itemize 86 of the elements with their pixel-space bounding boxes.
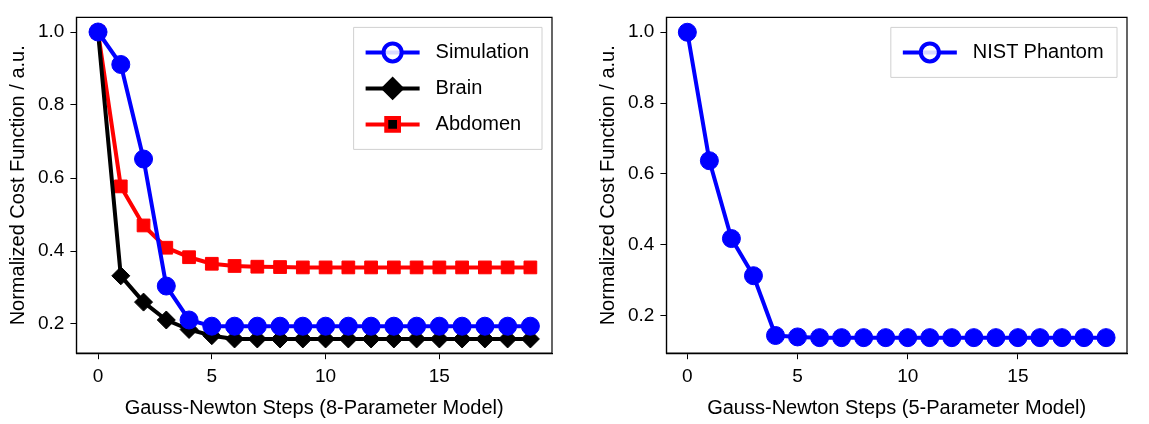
point bbox=[523, 260, 538, 275]
point bbox=[500, 260, 515, 275]
y-tick-label: 0.6 bbox=[37, 166, 65, 188]
point bbox=[898, 328, 918, 348]
point bbox=[452, 316, 472, 336]
y-tick-label: 0.6 bbox=[627, 162, 655, 184]
legend-label: Brain bbox=[435, 75, 483, 98]
point bbox=[338, 316, 358, 336]
legend-label: Simulation bbox=[435, 39, 530, 62]
point bbox=[409, 260, 424, 275]
point bbox=[407, 316, 427, 336]
point bbox=[876, 328, 896, 348]
point bbox=[361, 316, 381, 336]
y-tick-label: 0.2 bbox=[37, 312, 65, 334]
y-tick-label: 0.4 bbox=[37, 239, 65, 261]
point bbox=[677, 22, 697, 42]
y-tick-label: 1.0 bbox=[37, 20, 65, 42]
x-tick-label: 15 bbox=[1007, 364, 1029, 386]
point bbox=[854, 328, 874, 348]
point bbox=[156, 276, 176, 296]
point bbox=[832, 328, 852, 348]
point bbox=[316, 316, 336, 336]
point bbox=[743, 266, 763, 286]
point bbox=[520, 316, 540, 336]
point bbox=[986, 328, 1006, 348]
y-tick-label: 0.2 bbox=[627, 303, 655, 325]
x-tick-label: 10 bbox=[897, 364, 919, 386]
point bbox=[810, 328, 830, 348]
point bbox=[455, 260, 469, 275]
point bbox=[111, 266, 131, 286]
point bbox=[179, 310, 199, 330]
point bbox=[384, 316, 404, 336]
point bbox=[273, 260, 287, 274]
point bbox=[204, 256, 219, 271]
x-tick-label: 0 bbox=[92, 364, 104, 386]
point bbox=[295, 260, 310, 275]
point bbox=[318, 260, 333, 275]
x-tick-label: 10 bbox=[315, 364, 337, 386]
point bbox=[766, 326, 785, 346]
point bbox=[498, 316, 518, 336]
x-tick-label: 5 bbox=[792, 364, 803, 386]
point bbox=[478, 260, 492, 275]
point bbox=[475, 316, 495, 336]
point bbox=[293, 316, 313, 336]
point bbox=[699, 151, 719, 171]
point bbox=[1030, 328, 1050, 348]
point bbox=[364, 260, 378, 275]
point bbox=[788, 327, 808, 347]
y-tick-label: 0.4 bbox=[627, 232, 655, 254]
point bbox=[134, 149, 154, 169]
x-axis-title: Gauss-Newton Steps (8-Parameter Model) bbox=[124, 395, 504, 418]
point bbox=[250, 259, 265, 274]
point bbox=[1096, 328, 1116, 348]
point bbox=[247, 316, 267, 336]
point bbox=[920, 328, 940, 348]
point bbox=[1008, 328, 1028, 348]
point bbox=[270, 316, 290, 336]
x-axis-title: Gauss-Newton Steps (5-Parameter Model) bbox=[707, 395, 1087, 418]
point bbox=[136, 218, 151, 233]
point bbox=[341, 260, 356, 275]
y-tick-label: 1.0 bbox=[627, 20, 655, 42]
point bbox=[227, 259, 242, 273]
y-axis-title: Normalized Cost Function / a.u. bbox=[595, 45, 618, 326]
y-axis-title: Normalized Cost Function / a.u. bbox=[5, 45, 28, 326]
point bbox=[721, 229, 741, 249]
point bbox=[1052, 328, 1072, 348]
point bbox=[202, 316, 222, 336]
y-tick-label: 0.8 bbox=[627, 91, 655, 113]
point bbox=[386, 260, 401, 275]
point bbox=[134, 292, 154, 312]
y-tick-label: 0.8 bbox=[37, 93, 65, 115]
point bbox=[1074, 328, 1094, 348]
point bbox=[111, 54, 131, 74]
legend-label: NIST Phantom bbox=[972, 39, 1104, 62]
point bbox=[182, 250, 196, 265]
x-tick-label: 5 bbox=[206, 364, 218, 386]
point bbox=[113, 179, 128, 194]
point bbox=[432, 260, 447, 275]
legend-label: Abdomen bbox=[435, 111, 522, 134]
x-tick-label: 15 bbox=[428, 364, 450, 386]
point bbox=[225, 316, 245, 336]
x-tick-label: 0 bbox=[682, 364, 693, 386]
point bbox=[429, 316, 449, 336]
point bbox=[942, 328, 962, 348]
point bbox=[964, 328, 984, 348]
point bbox=[156, 310, 176, 330]
